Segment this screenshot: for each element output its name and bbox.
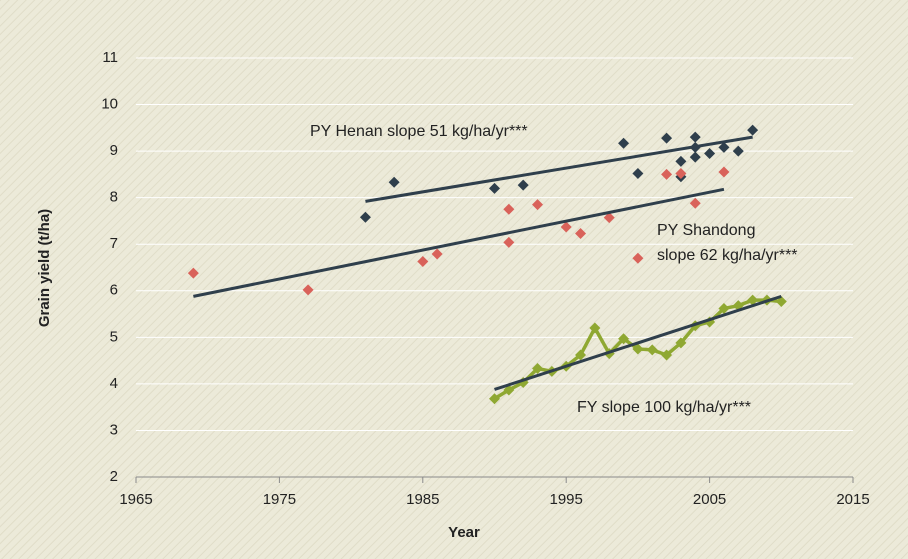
x-tick-label: 2005 — [693, 491, 726, 508]
marker — [661, 132, 673, 144]
marker — [704, 147, 716, 159]
y-axis-title: Grain yield (t/ha) — [36, 209, 53, 327]
y-tick-label: 11 — [102, 49, 118, 66]
marker — [575, 228, 587, 240]
x-tick-label: 1995 — [550, 491, 583, 508]
x-tick-label: 1985 — [406, 491, 439, 508]
marker — [489, 393, 500, 405]
marker — [675, 167, 687, 179]
marker — [632, 167, 644, 179]
y-tick-label: 5 — [110, 328, 118, 345]
marker — [503, 236, 515, 248]
marker — [302, 284, 314, 296]
marker — [532, 363, 544, 375]
marker — [632, 343, 644, 355]
marker — [747, 124, 759, 136]
trend-line — [365, 135, 753, 203]
trend-line — [494, 294, 782, 391]
marker — [388, 176, 400, 188]
annotation: PY Henan slope 51 kg/ha/yr*** — [310, 123, 528, 140]
marker — [675, 155, 687, 167]
marker — [689, 131, 701, 143]
marker — [747, 294, 759, 306]
marker — [661, 168, 673, 180]
marker — [689, 151, 701, 163]
marker — [417, 255, 429, 267]
marker — [718, 141, 730, 153]
marker — [560, 221, 572, 233]
marker — [431, 248, 443, 260]
marker — [732, 145, 744, 157]
y-tick-label: 7 — [110, 235, 118, 252]
x-axis-title: Year — [448, 524, 480, 541]
marker — [503, 203, 515, 215]
trend-line — [193, 187, 725, 298]
y-tick-label: 4 — [110, 375, 118, 392]
y-tick-label: 2 — [110, 468, 118, 485]
marker — [489, 182, 500, 194]
marker — [359, 211, 371, 223]
y-tick-label: 10 — [101, 96, 118, 113]
y-tick-label: 3 — [110, 421, 118, 438]
x-tick-label: 1975 — [263, 491, 296, 508]
marker — [187, 267, 199, 279]
marker — [532, 199, 544, 211]
marker — [589, 322, 601, 334]
marker — [517, 179, 529, 191]
marker — [646, 344, 658, 356]
annotation: PY Shandong — [657, 222, 755, 239]
marker — [575, 349, 587, 361]
marker — [618, 333, 630, 345]
y-tick-label: 8 — [110, 189, 118, 206]
marker — [661, 349, 673, 361]
marker — [603, 212, 615, 224]
annotation: FY slope 100 kg/ha/yr*** — [577, 399, 751, 416]
x-tick-label: 2015 — [836, 491, 869, 508]
marker — [675, 337, 687, 349]
marker — [689, 197, 701, 209]
x-tick-label: 1965 — [119, 491, 152, 508]
marker — [618, 137, 630, 149]
marker — [718, 166, 730, 178]
y-tick-label: 9 — [110, 142, 118, 159]
y-tick-label: 6 — [110, 282, 118, 299]
marker — [632, 252, 644, 264]
annotation: slope 62 kg/ha/yr*** — [657, 247, 798, 264]
marker — [718, 302, 730, 314]
